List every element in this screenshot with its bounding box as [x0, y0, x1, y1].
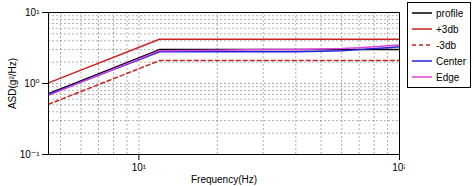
svg-text:10⁰: 10⁰ [24, 78, 39, 89]
svg-text:10²: 10² [392, 162, 405, 173]
svg-text:10¹: 10¹ [25, 7, 40, 18]
svg-text:10⁻¹: 10⁻¹ [20, 149, 40, 160]
html-text:+3db: +3db [436, 23, 459, 35]
html-text:profile: profile [436, 7, 464, 19]
html-text:Center: Center [436, 55, 466, 67]
svg-text:Frequency(Hz): Frequency(Hz) [191, 174, 257, 185]
svg-text:10¹: 10¹ [132, 162, 147, 173]
html-text:Edge: Edge [436, 71, 460, 83]
html-text:-3db: -3db [436, 39, 456, 51]
svg-text:ASD(g²/Hz): ASD(g²/Hz) [7, 58, 18, 109]
